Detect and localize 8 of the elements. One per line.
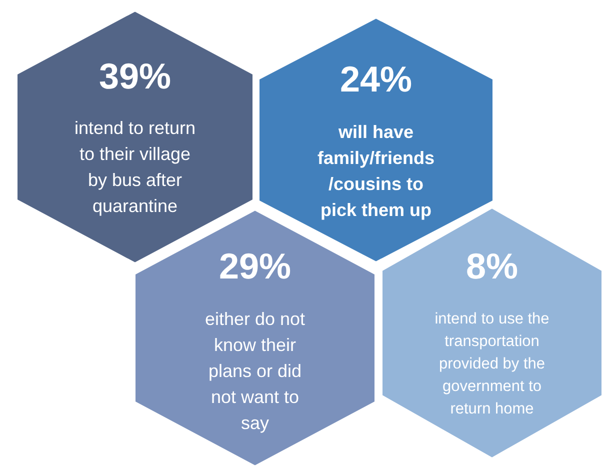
data-label: 24% (340, 58, 412, 100)
data-label: 39% (98, 56, 172, 96)
data-label: 29% (218, 246, 292, 286)
category-label: either do not know their plans or did not want to say (204, 308, 306, 434)
category-label: will have family/friends /cousins to pick them up (317, 122, 435, 220)
category-label: intend to use the transportation provided by the government to return home (434, 310, 550, 418)
data-label: 8% (466, 246, 518, 286)
category-label: intend to return to their village by bus after quarantine (74, 118, 196, 216)
